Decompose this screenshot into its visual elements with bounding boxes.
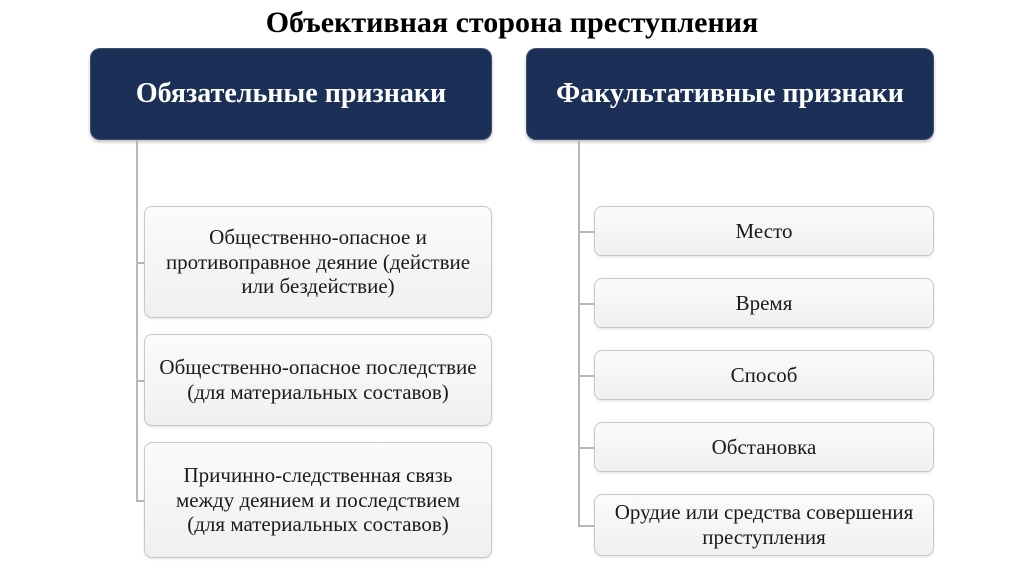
left-child-label: Причинно-следственная связь между деяние…: [155, 463, 481, 537]
left-child-box: Причинно-следственная связь между деяние…: [144, 442, 492, 558]
right-child-label: Время: [736, 291, 793, 316]
right-child-box: Орудие или средства совершения преступле…: [594, 494, 934, 556]
right-connector-branch: [578, 231, 594, 233]
right-header-label: Факультативные признаки: [556, 78, 904, 110]
right-child-box: Время: [594, 278, 934, 328]
left-column: Обязательные признаки Общественно-опасно…: [90, 48, 492, 568]
right-child-label: Способ: [731, 363, 798, 388]
right-child-box: Место: [594, 206, 934, 256]
left-connector-branch: [136, 380, 144, 382]
right-child-box: Способ: [594, 350, 934, 400]
left-header-label: Обязательные признаки: [136, 78, 446, 110]
right-column: Факультативные признаки Место Время Способ…: [526, 48, 934, 566]
right-connector-branch: [578, 447, 594, 449]
right-header-box: Факультативные признаки: [526, 48, 934, 140]
columns-wrapper: Обязательные признаки Общественно-опасно…: [0, 48, 1024, 568]
left-child-box: Общественно-опасное последствие (для мат…: [144, 334, 492, 426]
left-child-label: Общественно-опасное и противоправное дея…: [155, 225, 481, 299]
right-connector-branch: [578, 303, 594, 305]
left-header-box: Обязательные признаки: [90, 48, 492, 140]
right-connector-branch: [578, 525, 594, 527]
right-child-label: Место: [736, 219, 793, 244]
right-connector-trunk: [578, 140, 580, 525]
right-child-box: Обстановка: [594, 422, 934, 472]
right-child-label: Обстановка: [712, 435, 817, 460]
left-child-box: Общественно-опасное и противоправное дея…: [144, 206, 492, 318]
page-title: Объективная сторона преступления: [0, 0, 1024, 40]
left-connector-branch: [136, 262, 144, 264]
left-connector-trunk: [136, 140, 138, 500]
right-connector-branch: [578, 375, 594, 377]
right-child-label: Орудие или средства совершения преступле…: [605, 500, 923, 550]
left-connector-branch: [136, 500, 144, 502]
left-child-label: Общественно-опасное последствие (для мат…: [155, 355, 481, 405]
